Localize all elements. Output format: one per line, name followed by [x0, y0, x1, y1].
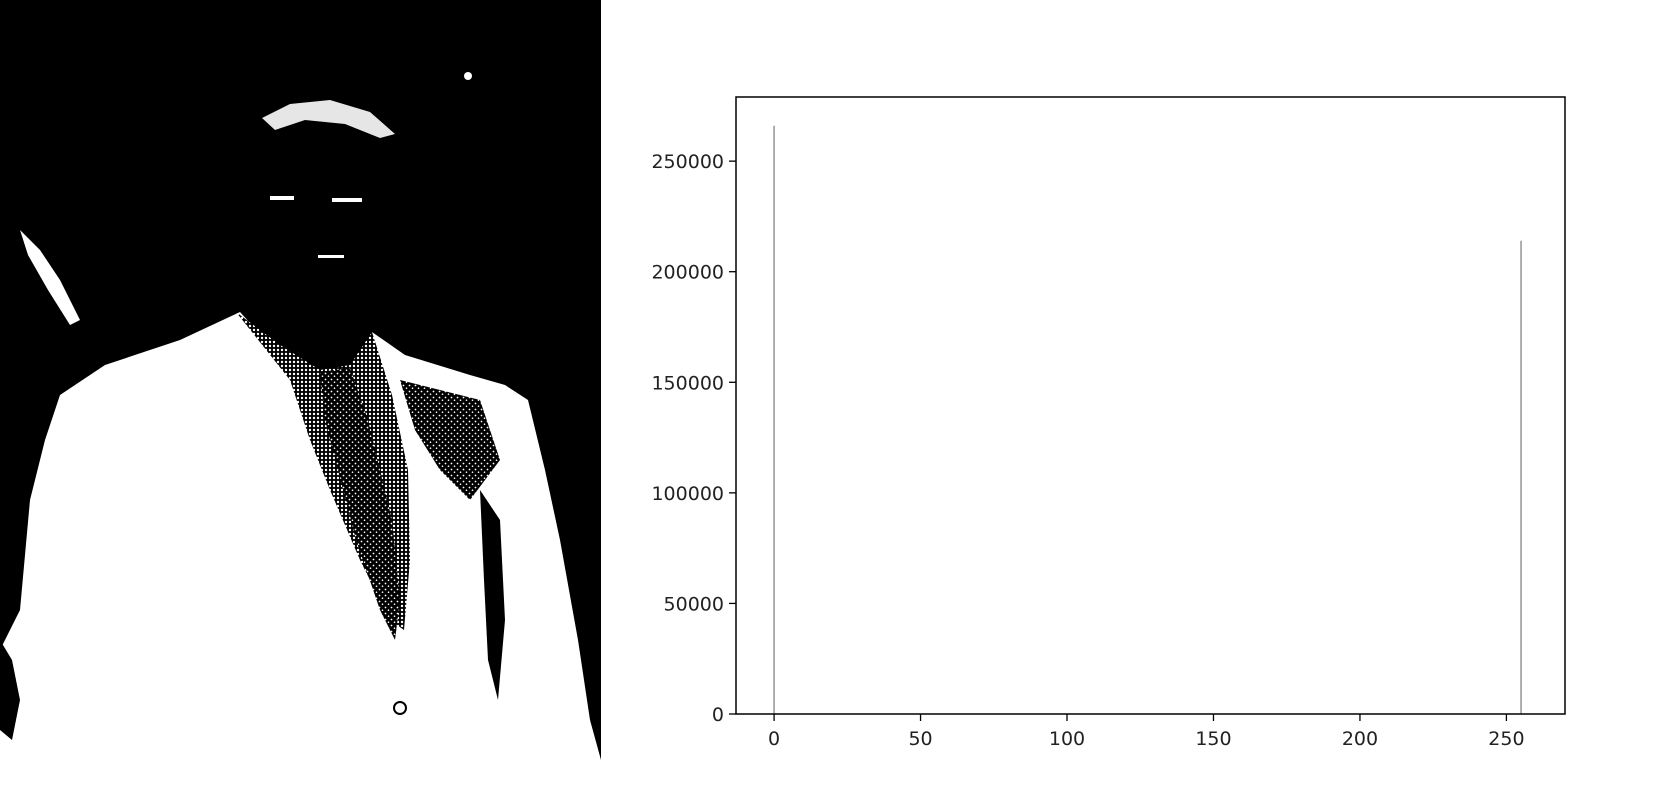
tie-shape — [320, 368, 400, 640]
y-tick-label: 200000 — [651, 262, 724, 284]
plot-frame — [735, 96, 1566, 715]
right-sleeve-seam — [480, 490, 505, 700]
ticks-layer: 0 50 100 150 200 250 0 50000 100000 150000 200000 2… — [651, 151, 1524, 750]
histogram-svg: 0 50 100 150 200 250 0 50000 100000 150000 200000 2… — [651, 96, 1566, 750]
binary-image — [0, 0, 601, 800]
x-tick-label: 100 — [1049, 728, 1085, 750]
y-tick-label: 150000 — [651, 372, 724, 394]
y-tick-label: 100000 — [651, 483, 724, 505]
top-speck — [464, 72, 472, 80]
hair-highlight — [262, 100, 395, 138]
x-tick-label: 50 — [908, 728, 932, 750]
bars-layer — [773, 125, 1522, 714]
y-tick-label: 50000 — [664, 593, 724, 615]
jacket-button — [393, 701, 407, 715]
binary-image-panel — [0, 0, 601, 800]
x-tick-label: 250 — [1488, 728, 1524, 750]
x-tick-label: 150 — [1195, 728, 1231, 750]
eye-highlight-right — [332, 198, 362, 202]
x-tick-label: 0 — [768, 728, 780, 750]
histogram-chart: 0 50 100 150 200 250 0 50000 100000 150000 200000 2… — [601, 0, 1666, 800]
y-tick-label: 0 — [712, 704, 724, 726]
y-tick-label: 250000 — [651, 151, 724, 173]
x-tick-label: 200 — [1342, 728, 1378, 750]
left-hand-edge — [0, 640, 20, 740]
right-lapel-texture — [400, 380, 500, 500]
eye-highlight-left — [270, 196, 294, 200]
left-shoulder-highlight — [20, 230, 80, 325]
mouth-highlight — [318, 255, 344, 258]
